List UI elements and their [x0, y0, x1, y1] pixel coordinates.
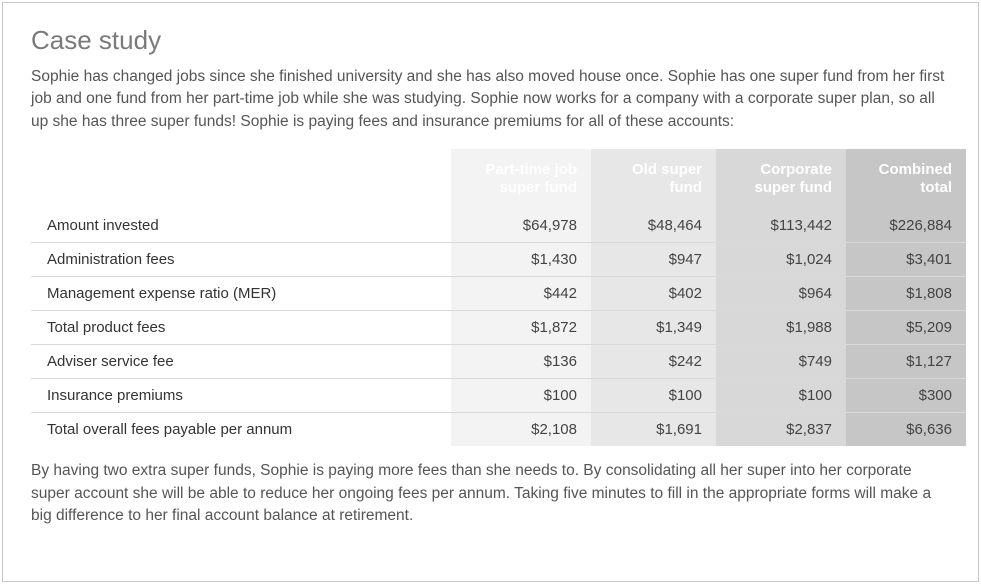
- col-head-parttime: Part-time job super fund: [451, 149, 591, 209]
- cell: $1,430: [451, 243, 591, 277]
- cell: $48,464: [591, 209, 716, 243]
- cell: $1,691: [591, 413, 716, 447]
- cell: $242: [591, 345, 716, 379]
- cell: $113,442: [716, 209, 846, 243]
- row-label: Administration fees: [31, 243, 451, 277]
- table-row: Administration fees $1,430 $947 $1,024 $…: [31, 243, 966, 277]
- col-head-blank: [31, 149, 451, 209]
- col-head-oldsuper: Old super fund: [591, 149, 716, 209]
- fees-table: Part-time job super fund Old super fund …: [31, 149, 966, 446]
- table-row: Amount invested $64,978 $48,464 $113,442…: [31, 209, 966, 243]
- table-header-row: Part-time job super fund Old super fund …: [31, 149, 966, 209]
- cell: $3,401: [846, 243, 966, 277]
- row-label: Total overall fees payable per annum: [31, 413, 451, 447]
- cell: $226,884: [846, 209, 966, 243]
- table-row: Adviser service fee $136 $242 $749 $1,12…: [31, 345, 966, 379]
- table-row: Management expense ratio (MER) $442 $402…: [31, 277, 966, 311]
- table-body: Amount invested $64,978 $48,464 $113,442…: [31, 209, 966, 446]
- cell: $1,808: [846, 277, 966, 311]
- cell: $6,636: [846, 413, 966, 447]
- cell: $402: [591, 277, 716, 311]
- cell: $442: [451, 277, 591, 311]
- cell: $749: [716, 345, 846, 379]
- cell: $136: [451, 345, 591, 379]
- row-label: Management expense ratio (MER): [31, 277, 451, 311]
- row-label: Insurance premiums: [31, 379, 451, 413]
- table-row: Total product fees $1,872 $1,349 $1,988 …: [31, 311, 966, 345]
- case-study-panel: Case study Sophie has changed jobs since…: [2, 2, 979, 582]
- cell: $947: [591, 243, 716, 277]
- cell: $5,209: [846, 311, 966, 345]
- cell: $1,872: [451, 311, 591, 345]
- outro-paragraph: By having two extra super funds, Sophie …: [31, 460, 950, 527]
- col-head-corporate: Corporate super fund: [716, 149, 846, 209]
- cell: $1,988: [716, 311, 846, 345]
- cell: $2,837: [716, 413, 846, 447]
- cell: $64,978: [451, 209, 591, 243]
- row-label: Total product fees: [31, 311, 451, 345]
- table-row: Insurance premiums $100 $100 $100 $300: [31, 379, 966, 413]
- col-head-combined: Combined total: [846, 149, 966, 209]
- cell: $1,349: [591, 311, 716, 345]
- panel-title: Case study: [31, 25, 950, 56]
- cell: $1,024: [716, 243, 846, 277]
- row-label: Amount invested: [31, 209, 451, 243]
- row-label: Adviser service fee: [31, 345, 451, 379]
- cell: $100: [591, 379, 716, 413]
- cell: $100: [451, 379, 591, 413]
- intro-paragraph: Sophie has changed jobs since she finish…: [31, 66, 950, 133]
- table-row: Total overall fees payable per annum $2,…: [31, 413, 966, 447]
- cell: $2,108: [451, 413, 591, 447]
- cell: $300: [846, 379, 966, 413]
- cell: $100: [716, 379, 846, 413]
- cell: $964: [716, 277, 846, 311]
- cell: $1,127: [846, 345, 966, 379]
